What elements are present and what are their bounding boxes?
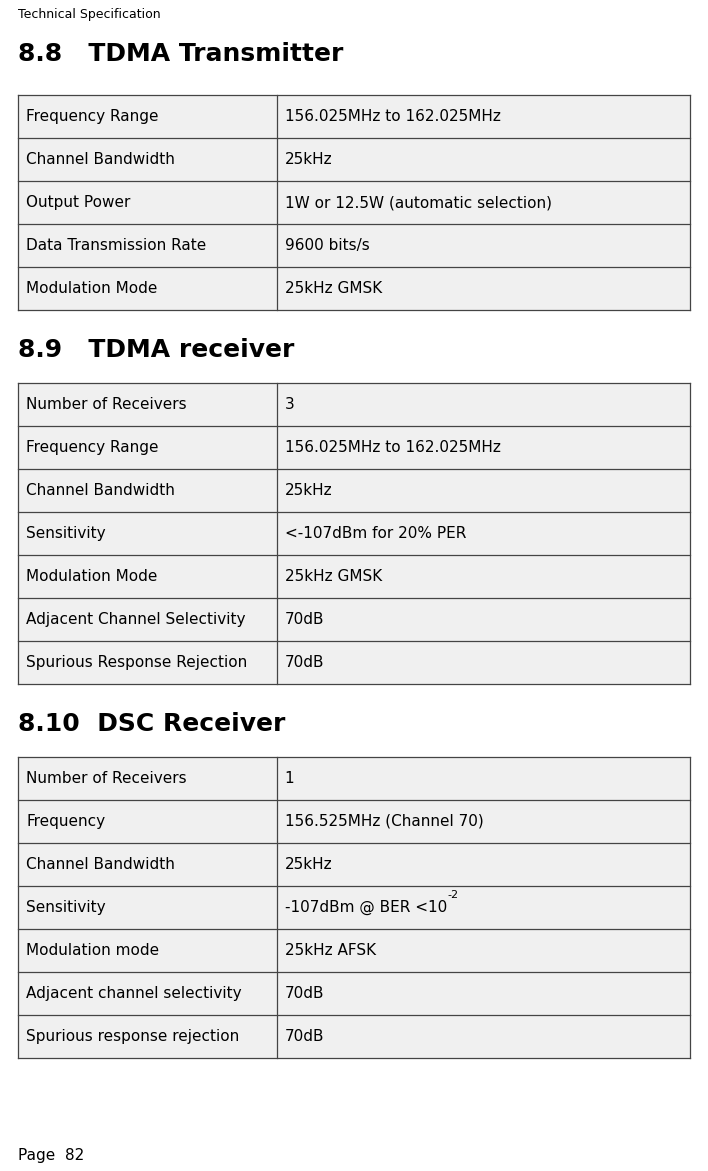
Bar — [18, 426, 690, 470]
Text: Number of Receivers: Number of Receivers — [26, 771, 187, 786]
Text: <-107dBm for 20% PER: <-107dBm for 20% PER — [285, 526, 466, 541]
Text: 1: 1 — [285, 771, 295, 786]
Text: 25kHz: 25kHz — [285, 482, 332, 498]
Text: 9600 bits/s: 9600 bits/s — [285, 238, 370, 253]
Text: -2: -2 — [447, 890, 458, 900]
Text: Adjacent Channel Selectivity: Adjacent Channel Selectivity — [26, 612, 246, 626]
Text: Technical Specification: Technical Specification — [18, 8, 161, 21]
Text: Adjacent channel selectivity: Adjacent channel selectivity — [26, 986, 241, 1001]
Bar — [18, 512, 690, 555]
Bar — [18, 843, 690, 886]
Text: 70dB: 70dB — [285, 655, 324, 670]
Text: 25kHz AFSK: 25kHz AFSK — [285, 943, 376, 958]
Bar — [18, 756, 690, 800]
Text: 70dB: 70dB — [285, 612, 324, 626]
Text: Sensitivity: Sensitivity — [26, 900, 105, 915]
Text: Sensitivity: Sensitivity — [26, 526, 105, 541]
Bar — [18, 929, 690, 972]
Text: Output Power: Output Power — [26, 196, 130, 210]
Text: 8.8   TDMA Transmitter: 8.8 TDMA Transmitter — [18, 42, 343, 66]
Bar — [18, 972, 690, 1015]
Text: 1W or 12.5W (automatic selection): 1W or 12.5W (automatic selection) — [285, 196, 552, 210]
Bar — [18, 383, 690, 426]
Text: 156.025MHz to 162.025MHz: 156.025MHz to 162.025MHz — [285, 440, 501, 456]
Bar — [18, 641, 690, 684]
Text: Frequency Range: Frequency Range — [26, 440, 159, 456]
Bar — [18, 182, 690, 224]
Text: 70dB: 70dB — [285, 986, 324, 1001]
Bar — [18, 1015, 690, 1059]
Bar — [18, 224, 690, 267]
Text: Spurious response rejection: Spurious response rejection — [26, 1029, 239, 1045]
Text: 25kHz: 25kHz — [285, 152, 332, 167]
Bar — [18, 800, 690, 843]
Bar — [18, 470, 690, 512]
Text: 25kHz GMSK: 25kHz GMSK — [285, 281, 382, 296]
Text: 3: 3 — [285, 397, 295, 412]
Text: Number of Receivers: Number of Receivers — [26, 397, 187, 412]
Text: Frequency Range: Frequency Range — [26, 109, 159, 124]
Text: 8.9   TDMA receiver: 8.9 TDMA receiver — [18, 338, 295, 362]
Text: Frequency: Frequency — [26, 814, 105, 829]
Text: 156.525MHz (Channel 70): 156.525MHz (Channel 70) — [285, 814, 484, 829]
Bar — [18, 267, 690, 310]
Bar — [18, 886, 690, 929]
Text: 70dB: 70dB — [285, 1029, 324, 1045]
Text: Channel Bandwidth: Channel Bandwidth — [26, 152, 175, 167]
Text: 156.025MHz to 162.025MHz: 156.025MHz to 162.025MHz — [285, 109, 501, 124]
Text: 25kHz: 25kHz — [285, 857, 332, 872]
Bar — [18, 555, 690, 598]
Bar — [18, 95, 690, 138]
Text: Modulation mode: Modulation mode — [26, 943, 159, 958]
Text: 25kHz GMSK: 25kHz GMSK — [285, 569, 382, 584]
Text: Data Transmission Rate: Data Transmission Rate — [26, 238, 206, 253]
Text: Channel Bandwidth: Channel Bandwidth — [26, 482, 175, 498]
Text: Channel Bandwidth: Channel Bandwidth — [26, 857, 175, 872]
Text: Spurious Response Rejection: Spurious Response Rejection — [26, 655, 247, 670]
Text: -107dBm @ BER <10: -107dBm @ BER <10 — [285, 899, 447, 915]
Text: Page  82: Page 82 — [18, 1148, 84, 1163]
Text: 8.10  DSC Receiver: 8.10 DSC Receiver — [18, 712, 285, 737]
Text: Modulation Mode: Modulation Mode — [26, 569, 157, 584]
Bar — [18, 138, 690, 182]
Bar — [18, 598, 690, 641]
Text: Modulation Mode: Modulation Mode — [26, 281, 157, 296]
